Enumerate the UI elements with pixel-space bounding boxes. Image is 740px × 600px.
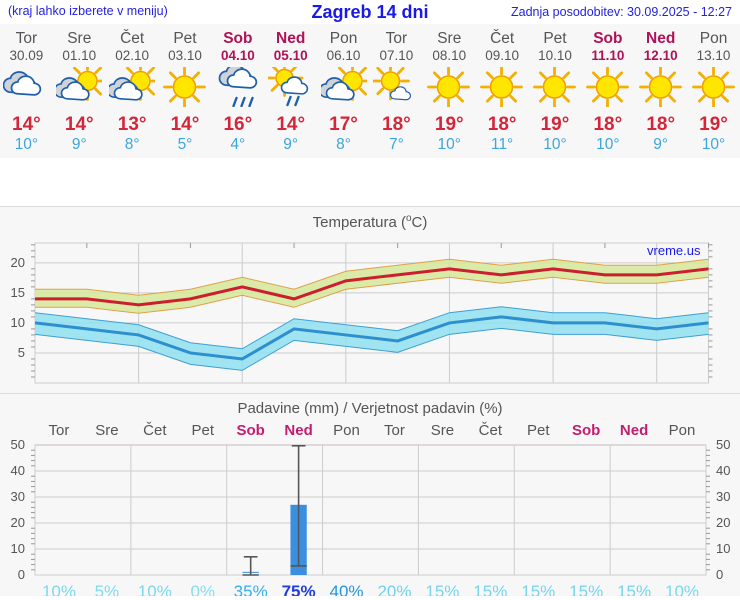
svg-text:15: 15	[11, 285, 25, 300]
svg-text:10%: 10%	[138, 582, 172, 596]
svg-text:15%: 15%	[569, 582, 603, 596]
svg-text:10%: 10%	[42, 582, 76, 596]
svg-text:30: 30	[11, 489, 25, 504]
svg-text:Pon: Pon	[669, 422, 696, 439]
svg-text:0%: 0%	[190, 582, 215, 596]
svg-text:Pon: Pon	[333, 422, 360, 439]
svg-text:10: 10	[11, 315, 25, 330]
svg-text:10%: 10%	[665, 582, 699, 596]
svg-text:Pet: Pet	[191, 422, 214, 439]
svg-text:0: 0	[18, 567, 25, 582]
svg-text:20%: 20%	[377, 582, 411, 596]
svg-text:20: 20	[716, 515, 730, 530]
svg-text:40%: 40%	[330, 582, 364, 596]
svg-text:50: 50	[716, 437, 730, 452]
svg-text:10: 10	[11, 541, 25, 556]
svg-text:15%: 15%	[473, 582, 507, 596]
svg-text:Čet: Čet	[143, 422, 167, 439]
svg-text:30: 30	[716, 489, 730, 504]
svg-text:20: 20	[11, 515, 25, 530]
svg-text:15%: 15%	[617, 582, 651, 596]
svg-text:Sob: Sob	[237, 422, 265, 439]
svg-text:20: 20	[11, 255, 25, 270]
svg-text:Čet: Čet	[479, 422, 503, 439]
svg-text:40: 40	[716, 463, 730, 478]
svg-text:5%: 5%	[95, 582, 120, 596]
svg-text:0: 0	[716, 567, 723, 582]
svg-text:40: 40	[11, 463, 25, 478]
svg-text:15%: 15%	[425, 582, 459, 596]
svg-text:vreme.us: vreme.us	[647, 243, 701, 258]
svg-text:Ned: Ned	[284, 422, 312, 439]
svg-text:Ned: Ned	[620, 422, 648, 439]
svg-text:75%: 75%	[282, 582, 316, 596]
svg-text:Pet: Pet	[527, 422, 550, 439]
svg-text:35%: 35%	[234, 582, 268, 596]
svg-text:10: 10	[716, 541, 730, 556]
svg-text:Tor: Tor	[49, 422, 70, 439]
svg-text:Tor: Tor	[384, 422, 405, 439]
svg-text:Sre: Sre	[431, 422, 454, 439]
svg-text:15%: 15%	[521, 582, 555, 596]
svg-text:50: 50	[11, 437, 25, 452]
svg-text:5: 5	[18, 345, 25, 360]
svg-text:Sre: Sre	[95, 422, 118, 439]
svg-text:Sob: Sob	[572, 422, 600, 439]
